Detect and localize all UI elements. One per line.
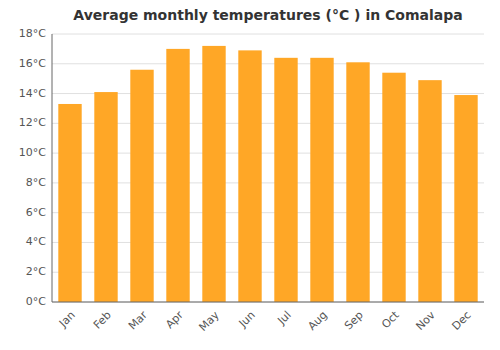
y-tick-label: 10°C	[19, 146, 46, 159]
bar	[130, 70, 153, 302]
y-tick-label: 18°C	[19, 27, 46, 40]
x-tick-label: Sep	[342, 309, 366, 333]
y-tick-label: 12°C	[19, 116, 46, 129]
bar	[382, 73, 405, 302]
x-tick-label: Feb	[91, 309, 114, 332]
grid-line	[52, 63, 484, 64]
y-tick-label: 6°C	[26, 206, 46, 219]
y-tick-label: 2°C	[26, 265, 46, 278]
bars	[58, 46, 477, 302]
bar	[238, 50, 261, 302]
grid-line	[52, 34, 484, 35]
bar	[58, 104, 81, 302]
x-tick-label: Dec	[450, 309, 474, 333]
x-axis-line	[52, 302, 484, 303]
y-tick-label: 0°C	[26, 295, 46, 308]
y-axis: 0°C 2°C 4°C 6°C 8°C 10°C 12°C 14°C 16°C 18°C	[19, 27, 484, 308]
x-axis: Jan Feb Mar Apr May Jun Jul Aug Sep Oct Nov Dec	[56, 308, 474, 334]
x-tick-label: Nov	[413, 308, 438, 333]
y-tick-label: 16°C	[19, 57, 46, 70]
bar	[346, 62, 369, 302]
grid-line	[52, 302, 484, 303]
bar	[418, 80, 441, 302]
x-tick-label: Aug	[305, 309, 329, 333]
y-tick-label: 14°C	[19, 87, 46, 100]
x-tick-label: Mar	[126, 308, 150, 332]
x-tick-label: Oct	[379, 308, 402, 331]
y-tick-label: 8°C	[26, 176, 46, 189]
y-axis-line	[52, 34, 53, 302]
chart-svg: 0°C 2°C 4°C 6°C 8°C 10°C 12°C 14°C 16°C 18°C Jan Fe…	[0, 0, 500, 350]
bar	[310, 58, 333, 302]
bar	[94, 92, 117, 302]
x-tick-label: Jul	[274, 309, 293, 328]
bar	[454, 95, 477, 302]
x-tick-label: Jan	[56, 309, 78, 331]
bar	[202, 46, 225, 302]
bar	[274, 58, 297, 302]
x-tick-label: Jun	[236, 309, 258, 331]
x-tick-label: Apr	[163, 308, 186, 331]
chart-title: Average monthly temperatures (°C ) in Co…	[73, 7, 462, 23]
chart-container: 0°C 2°C 4°C 6°C 8°C 10°C 12°C 14°C 16°C 18°C Jan Fe…	[0, 0, 500, 350]
bar	[166, 49, 189, 302]
y-tick-label: 4°C	[26, 235, 46, 248]
x-tick-label: May	[196, 308, 222, 334]
